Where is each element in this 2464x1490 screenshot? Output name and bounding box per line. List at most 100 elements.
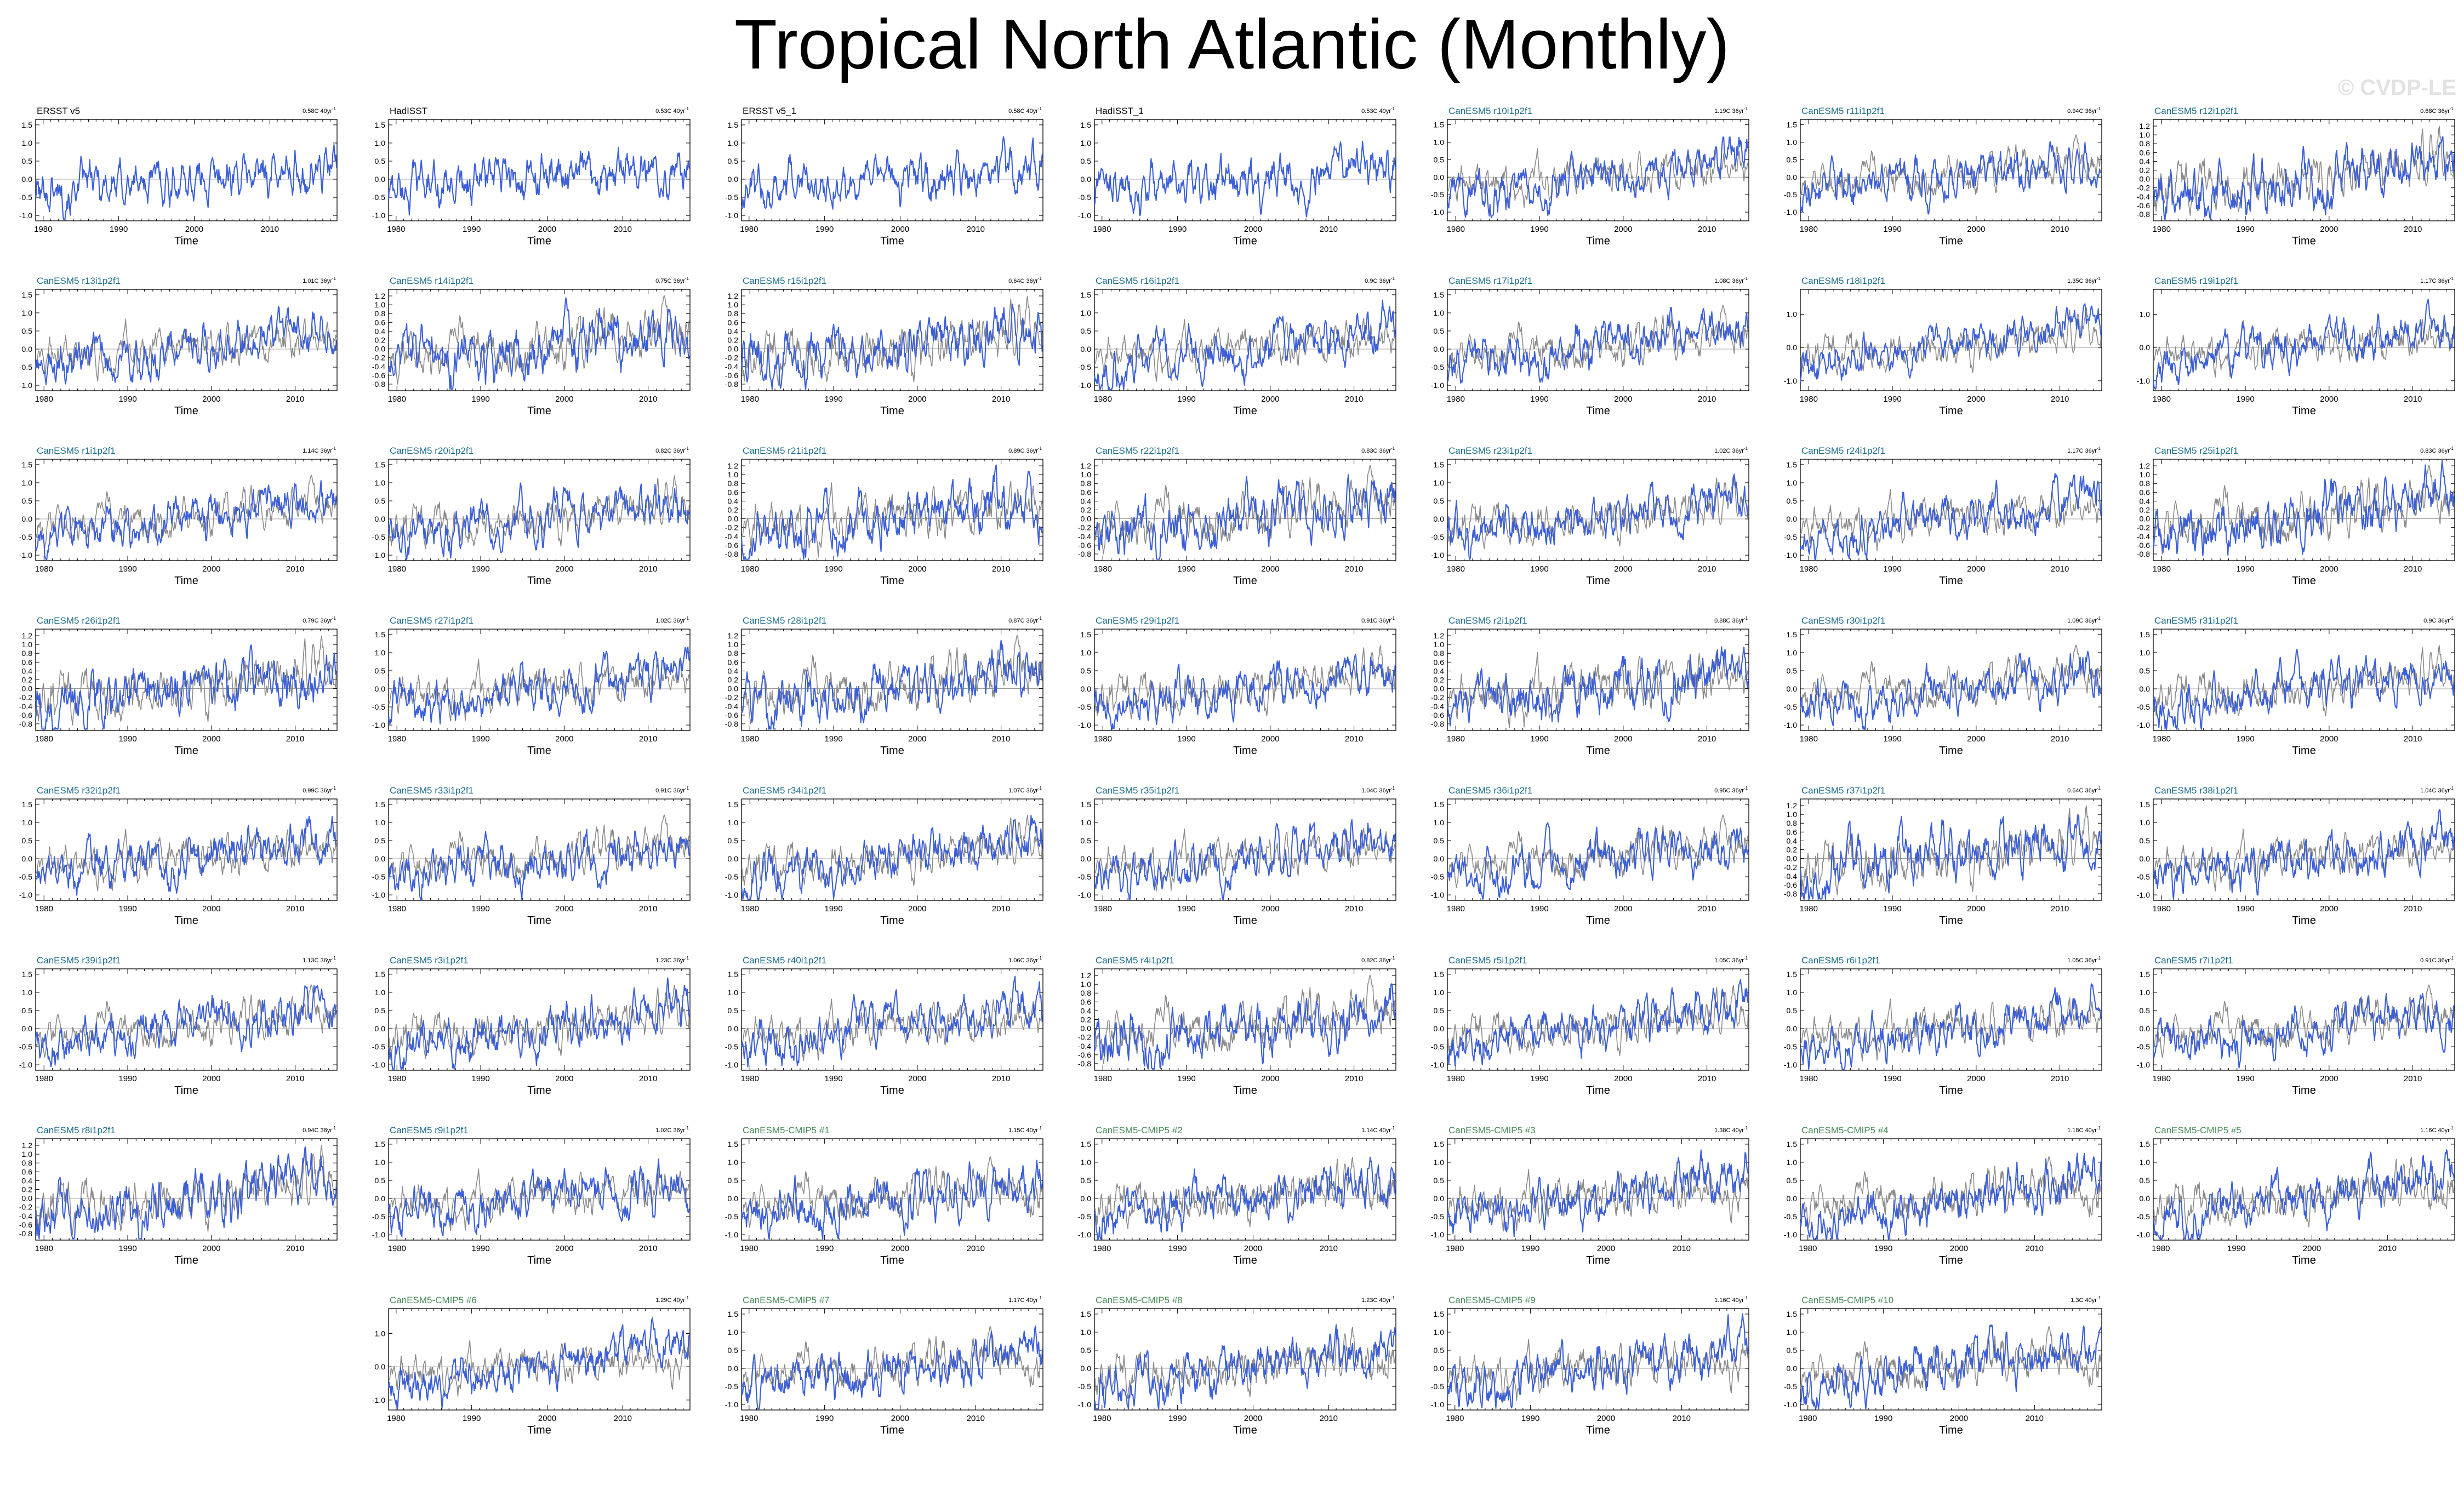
x-tick-label: 1980: [741, 395, 759, 404]
y-tick-label: 0.5: [1787, 1006, 1798, 1015]
model-series-line: [1093, 983, 1396, 1070]
panel-title: CanESM5 r40i1p2f1: [743, 955, 826, 966]
model-series-line: [387, 1158, 690, 1237]
y-tick-label: 0.0: [22, 175, 33, 184]
x-tick-label: 2000: [908, 904, 926, 914]
y-tick-label: 1.5: [2140, 800, 2151, 809]
chart-panel: CanESM5 r23i1p2f1 1.02C 36yr-1 -1.0 -0.5 0.0…: [1431, 446, 1749, 587]
y-tick-label: 0.8: [728, 479, 739, 488]
y-tick-label: -0.6: [1431, 711, 1444, 720]
y-tick-label: -0.5: [725, 1042, 738, 1051]
trend-label: 0.9C 36yr-1: [2423, 616, 2454, 624]
y-tick-label: -1.0: [725, 1060, 738, 1069]
y-tick-label: 1.0: [375, 648, 386, 657]
y-tick-label: 0.5: [1081, 157, 1092, 165]
panel-title: CanESM5 r17i1p2f1: [1448, 276, 1532, 286]
y-tick-label: 1.2: [22, 1141, 33, 1150]
y-tick-label: 1.0: [728, 300, 739, 309]
y-tick-label: 1.0: [2140, 470, 2151, 479]
trend-label: 0.9C 36yr-1: [1365, 276, 1395, 284]
y-tick-label: 1.0: [1434, 138, 1445, 146]
y-tick-label: 0.5: [1434, 155, 1445, 164]
x-tick-label: 2000: [555, 1244, 573, 1253]
y-tick-label: 0.2: [1081, 506, 1092, 515]
x-tick-label: 1980: [2153, 395, 2171, 404]
x-tick-label: 2010: [2051, 1074, 2069, 1083]
panel-title: CanESM5 r15i1p2f1: [743, 276, 826, 286]
x-tick-label: 2010: [2404, 395, 2422, 404]
y-tick-label: -1.0: [1431, 381, 1444, 390]
chart-panel: CanESM5 r32i1p2f1 0.99C 36yr-1 -1.0 -0.5 0.0…: [19, 785, 338, 927]
panel-title: CanESM5-CMIP5 #3: [1448, 1125, 1536, 1135]
y-tick-label: -0.5: [372, 1212, 385, 1221]
y-tick-label: 1.0: [2140, 310, 2151, 318]
y-tick-label: 0.0: [2140, 854, 2151, 863]
y-tick-label: 1.0: [728, 470, 739, 479]
y-tick-label: 0.6: [375, 318, 386, 327]
panel-title: CanESM5 r10i1p2f1: [1448, 106, 1532, 116]
y-tick-label: -1.0: [1078, 721, 1091, 729]
x-tick-label: 2000: [1967, 225, 1985, 234]
x-tick-label: 1980: [1093, 1244, 1111, 1253]
x-tick-label: 1980: [741, 1074, 759, 1083]
y-tick-label: 0.0: [1434, 173, 1445, 181]
y-tick-label: 0.8: [728, 309, 739, 318]
plot-frame: [35, 119, 338, 221]
trend-label: 1.02C 36yr-1: [1714, 446, 1748, 454]
y-tick-label: 0.6: [1081, 488, 1092, 496]
chart-panel: CanESM5 r30i1p2f1 1.09C 36yr-1 -1.0 -0.5 0.0…: [1784, 615, 2102, 757]
x-axis-label: Time: [2292, 1084, 2316, 1097]
x-tick-label: 1980: [1447, 904, 1465, 914]
y-tick-label: 1.5: [1787, 460, 1798, 469]
y-tick-label: 0.0: [2140, 684, 2151, 693]
y-tick-label: -0.8: [2137, 210, 2150, 219]
plot-frame: [1447, 459, 1749, 561]
observed-series-line: [35, 1145, 337, 1235]
panel-title: CanESM5 r26i1p2f1: [37, 615, 121, 626]
x-tick-label: 1990: [1530, 564, 1548, 574]
trend-label: 0.58C 40yr-1: [1008, 106, 1042, 115]
chart-panel: CanESM5 r39i1p2f1 1.13C 36yr-1 -1.0 -0.5 0.0…: [19, 955, 338, 1097]
y-tick-label: 1.5: [22, 800, 33, 809]
y-tick-label: -0.6: [19, 1220, 32, 1229]
y-tick-label: 0.4: [1434, 666, 1445, 675]
y-tick-label: 0.0: [1434, 1024, 1445, 1033]
y-tick-label: 0.5: [375, 1176, 386, 1185]
x-tick-label: 2010: [1345, 904, 1363, 914]
y-tick-label: 0.8: [728, 649, 739, 658]
x-tick-label: 2000: [1261, 1074, 1279, 1083]
y-tick-label: 0.5: [1787, 155, 1798, 164]
chart-panel: CanESM5 r34i1p2f1 1.07C 36yr-1 -1.0 -0.5 0.0…: [725, 785, 1043, 927]
x-tick-label: 2000: [202, 904, 220, 914]
x-tick-label: 1990: [1177, 395, 1195, 404]
model-series-line: [1799, 303, 2102, 383]
x-axis-label: Time: [527, 1254, 551, 1266]
y-tick-label: -0.6: [372, 371, 385, 380]
chart-panel: CanESM5-CMIP5 #3 1.38C 40yr-1 -1.0 -0.5 0.0 0…: [1431, 1125, 1749, 1266]
y-tick-label: -1.0: [1078, 890, 1091, 899]
y-tick-label: 0.5: [728, 836, 739, 845]
y-tick-label: 0.0: [2140, 515, 2151, 523]
y-tick-label: -0.2: [2137, 184, 2150, 192]
x-tick-label: 1980: [388, 904, 406, 914]
x-tick-label: 2000: [908, 395, 926, 404]
y-tick-label: -1.0: [19, 381, 32, 390]
y-tick-label: 0.0: [2140, 1024, 2151, 1033]
x-tick-label: 1980: [1447, 1074, 1465, 1083]
y-tick-label: -1.0: [1784, 551, 1797, 560]
panel-title: HadISST_1: [1096, 106, 1144, 116]
y-tick-label: 0.4: [375, 327, 386, 335]
panel-title: CanESM5 r7i1p2f1: [2154, 955, 2233, 966]
y-tick-label: 1.5: [1434, 290, 1445, 299]
model-series-line: [1446, 822, 1749, 900]
y-tick-label: -1.0: [1431, 1060, 1444, 1069]
trend-label: 1.08C 36yr-1: [1714, 276, 1748, 284]
plot-frame: [1094, 798, 1396, 901]
chart-panel: CanESM5 r14i1p2f1 0.75C 36yr-1-0.8-0.6-0.…: [372, 276, 691, 417]
y-tick-label: 0.8: [1434, 649, 1445, 658]
y-tick-label: -0.5: [1078, 703, 1091, 711]
x-tick-label: 2000: [1614, 225, 1632, 234]
plot-frame: [741, 968, 1043, 1071]
panel-title: ERSST v5_1: [743, 106, 796, 116]
